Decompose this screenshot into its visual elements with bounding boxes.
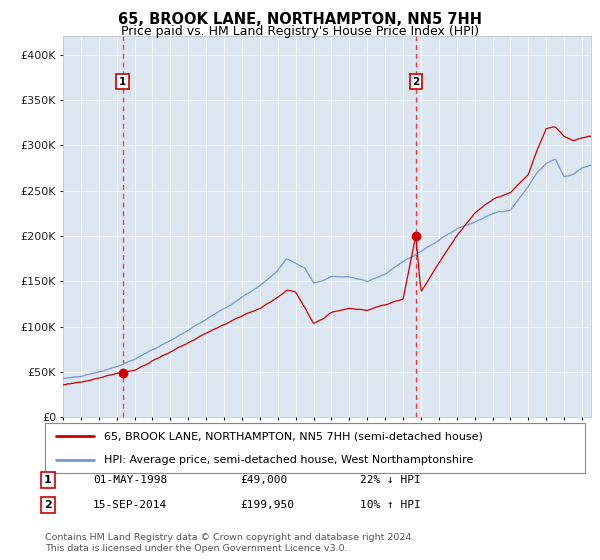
Text: £49,000: £49,000 bbox=[240, 475, 287, 485]
Text: 2: 2 bbox=[44, 500, 52, 510]
Text: HPI: Average price, semi-detached house, West Northamptonshire: HPI: Average price, semi-detached house,… bbox=[104, 455, 474, 465]
Text: 01-MAY-1998: 01-MAY-1998 bbox=[93, 475, 167, 485]
Text: Price paid vs. HM Land Registry's House Price Index (HPI): Price paid vs. HM Land Registry's House … bbox=[121, 25, 479, 38]
Text: 1: 1 bbox=[119, 77, 126, 87]
Text: £199,950: £199,950 bbox=[240, 500, 294, 510]
Text: Contains HM Land Registry data © Crown copyright and database right 2024.
This d: Contains HM Land Registry data © Crown c… bbox=[45, 533, 415, 553]
Text: 10% ↑ HPI: 10% ↑ HPI bbox=[360, 500, 421, 510]
Text: 65, BROOK LANE, NORTHAMPTON, NN5 7HH (semi-detached house): 65, BROOK LANE, NORTHAMPTON, NN5 7HH (se… bbox=[104, 431, 483, 441]
Text: 2: 2 bbox=[412, 77, 419, 87]
Text: 22% ↓ HPI: 22% ↓ HPI bbox=[360, 475, 421, 485]
Text: 1: 1 bbox=[44, 475, 52, 485]
Text: 15-SEP-2014: 15-SEP-2014 bbox=[93, 500, 167, 510]
Text: 65, BROOK LANE, NORTHAMPTON, NN5 7HH: 65, BROOK LANE, NORTHAMPTON, NN5 7HH bbox=[118, 12, 482, 27]
